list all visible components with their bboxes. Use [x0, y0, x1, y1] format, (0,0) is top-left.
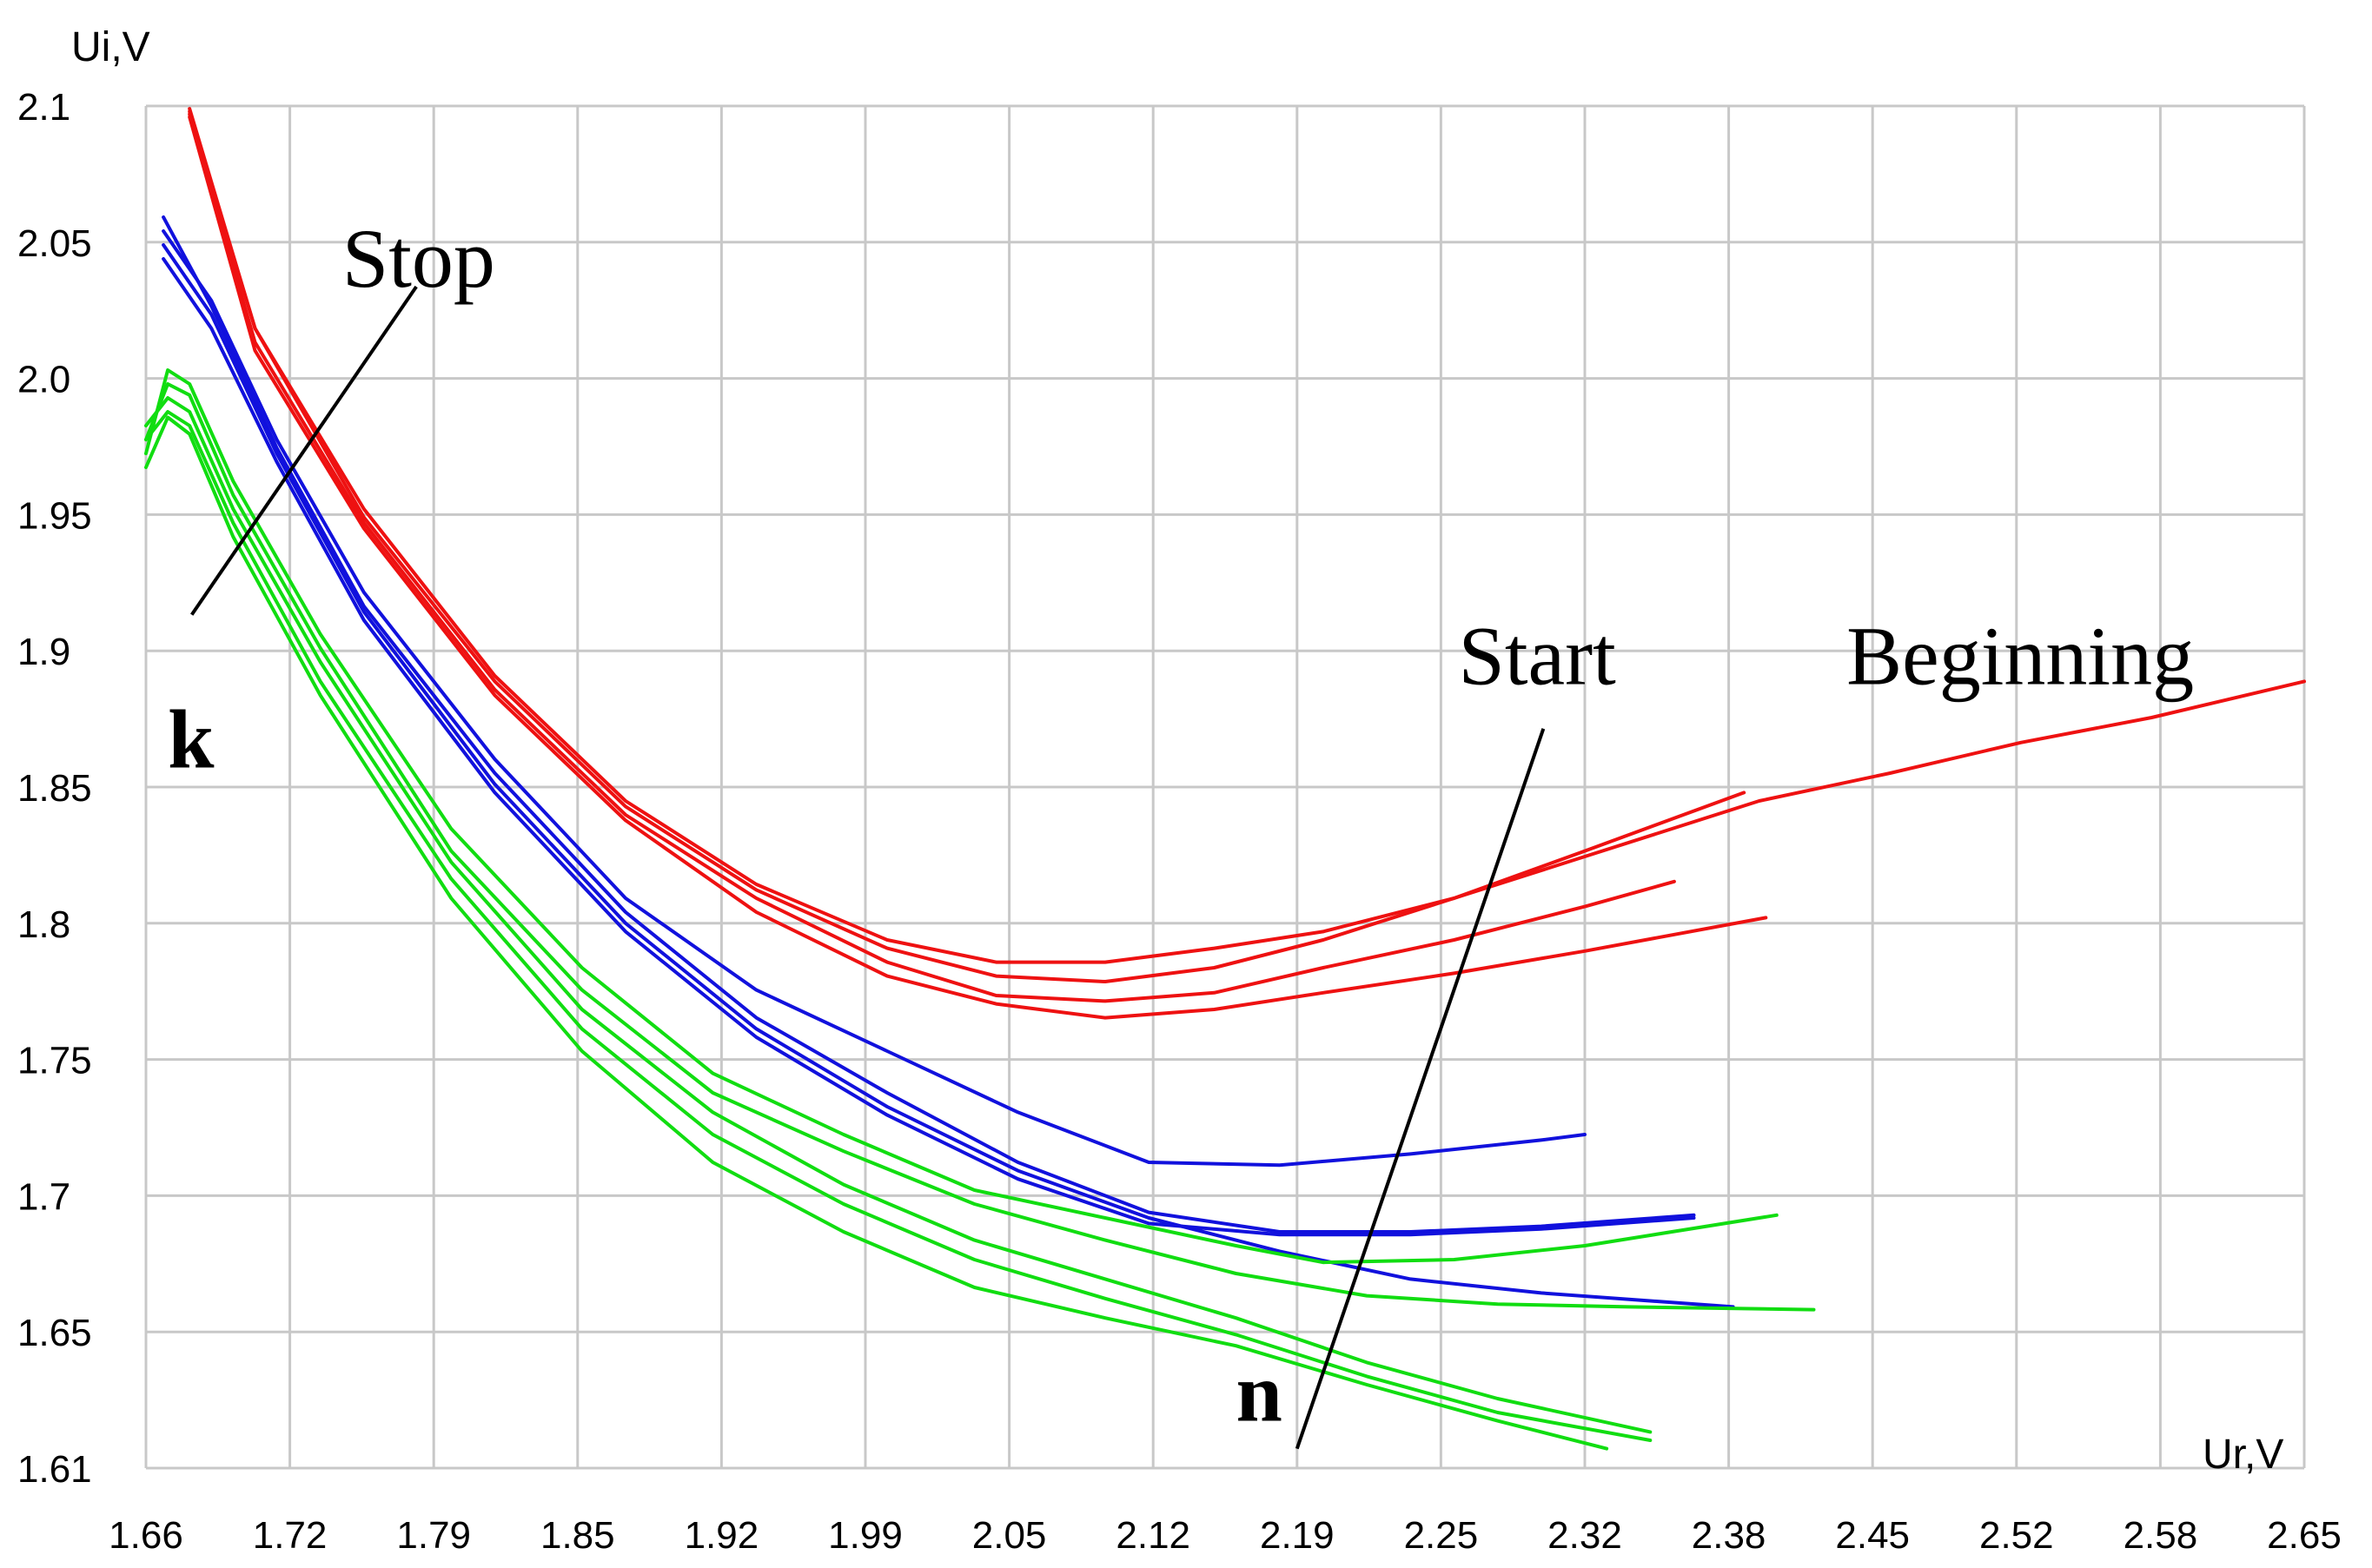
y-tick-label: 1.9 [17, 631, 70, 673]
series-line-blue-1 [162, 229, 1587, 1168]
x-tick-label: 1.99 [828, 1514, 903, 1557]
y-tick-label: 1.8 [17, 903, 70, 946]
x-tick-label: 2.25 [1404, 1514, 1479, 1557]
series-line-blue-3 [162, 243, 1735, 1309]
x-tick-label: 2.19 [1260, 1514, 1335, 1557]
annotation-stop: Stop [342, 212, 495, 305]
y-tick-label: 1.61 [17, 1448, 92, 1491]
series-line-red-1 [188, 107, 2306, 964]
y-tick-label: 1.85 [17, 767, 92, 810]
annotation-n: n [1236, 1346, 1282, 1439]
series-line-red-2 [188, 109, 1746, 983]
series-line-green-1 [144, 368, 1779, 1265]
pointer-line-start-n [1295, 728, 1546, 1450]
series-line-red-4 [188, 115, 1768, 1020]
series-line-green-4 [144, 410, 1653, 1442]
x-tick-label: 1.66 [109, 1514, 183, 1557]
x-tick-label: 1.85 [540, 1514, 615, 1557]
x-tick-label: 2.45 [1835, 1514, 1910, 1557]
series-line-red-3 [188, 112, 1676, 1003]
grid [144, 104, 2306, 1470]
annotation-start: Start [1458, 610, 1616, 703]
x-tick-label: 2.32 [1547, 1514, 1622, 1557]
series-line-blue-2 [162, 215, 1696, 1234]
series-line-green-2 [144, 382, 1816, 1312]
x-tick-label: 2.12 [1116, 1514, 1190, 1557]
y-tick-label: 2.0 [17, 359, 70, 401]
x-tick-label: 2.58 [2124, 1514, 2198, 1557]
annotation-k: k [168, 693, 215, 786]
series-line-blue-4 [162, 257, 1696, 1237]
x-tick-labels: 1.66 1.72 1.79 1.85 1.92 1.99 2.05 2.12 2.19 2.25… [109, 1514, 2342, 1557]
x-tick-label: 2.38 [1692, 1514, 1766, 1557]
x-tick-label: 1.79 [396, 1514, 471, 1557]
y-axis-label: Ui,V [71, 24, 150, 70]
x-tick-label: 1.92 [685, 1514, 759, 1557]
pointer-lines [190, 285, 1546, 1450]
annotations: Stop k Start Beginning n [168, 212, 2194, 1439]
y-tick-label: 1.7 [17, 1175, 70, 1218]
x-tick-label: 2.52 [1979, 1514, 2054, 1557]
y-tick-label: 2.1 [17, 86, 70, 129]
series [144, 107, 2306, 1451]
x-tick-label: 2.05 [972, 1514, 1047, 1557]
x-tick-label: 1.72 [253, 1514, 328, 1557]
y-tick-label: 1.65 [17, 1312, 92, 1354]
y-tick-label: 1.95 [17, 494, 92, 537]
annotation-beginning: Beginning [1846, 610, 2194, 703]
y-tick-label: 1.75 [17, 1040, 92, 1082]
series-line-green-5 [144, 415, 1609, 1451]
series-line-green-3 [144, 396, 1653, 1434]
y-tick-label: 2.05 [17, 222, 92, 265]
x-tick-label: 2.65 [2267, 1514, 2342, 1557]
y-tick-labels: 2.1 2.05 2.0 1.95 1.9 1.85 1.8 1.75 1.7 1.65 1.61 [17, 86, 92, 1491]
pointer-line-stop-k [190, 285, 418, 616]
x-axis-label: Ur,V [2203, 1432, 2283, 1478]
